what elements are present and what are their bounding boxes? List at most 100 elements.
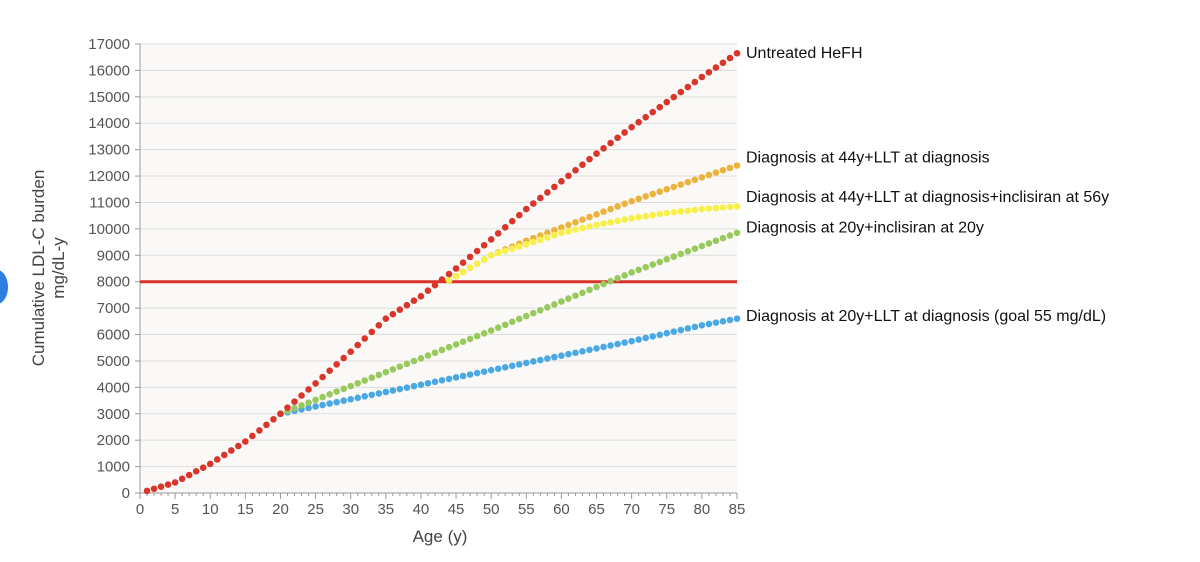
data-point — [579, 289, 586, 297]
data-point — [249, 432, 256, 440]
x-tick-label: 35 — [377, 501, 394, 518]
data-point — [726, 203, 734, 211]
data-point — [522, 240, 530, 248]
y-tick-label: 0 — [122, 485, 130, 502]
data-point — [733, 229, 741, 237]
data-point — [600, 145, 607, 152]
data-point — [171, 479, 179, 486]
data-point — [312, 380, 319, 387]
data-point — [565, 295, 572, 302]
data-point — [466, 253, 474, 261]
data-point — [396, 306, 404, 314]
series-5 — [277, 315, 741, 418]
data-point — [572, 166, 579, 174]
data-point — [628, 197, 635, 205]
data-point — [607, 218, 614, 226]
data-point — [494, 324, 502, 331]
data-point — [670, 183, 678, 191]
data-point — [480, 241, 488, 249]
data-point — [361, 377, 369, 384]
data-point — [305, 399, 312, 406]
data-point — [530, 238, 537, 246]
data-point — [319, 393, 326, 401]
data-point — [579, 224, 586, 232]
data-point — [347, 395, 355, 403]
data-point — [712, 64, 720, 71]
data-point — [565, 227, 572, 235]
data-point — [368, 374, 376, 382]
axes — [135, 43, 738, 499]
data-point — [537, 236, 544, 244]
data-point — [515, 211, 523, 219]
data-point — [600, 220, 607, 227]
data-point — [445, 270, 453, 278]
x-tick-label: 40 — [413, 501, 430, 518]
data-point — [508, 362, 516, 370]
data-point — [691, 245, 699, 252]
data-point — [403, 301, 411, 309]
data-point — [614, 203, 621, 210]
data-point — [607, 342, 614, 349]
series-label: Diagnosis at 20y+LLT at diagnosis (goal … — [746, 308, 1106, 325]
partial-blue-marker — [0, 270, 8, 304]
y-tick-label: 5000 — [97, 353, 130, 370]
data-point — [621, 339, 628, 346]
data-point — [508, 318, 516, 326]
data-point — [544, 234, 551, 241]
data-point — [515, 361, 523, 368]
data-point — [452, 341, 460, 348]
y-tick-label: 2000 — [97, 432, 130, 449]
data-point — [417, 292, 425, 300]
data-point — [480, 330, 488, 337]
data-point — [544, 304, 551, 311]
data-point — [621, 200, 628, 208]
data-point — [192, 468, 200, 475]
data-point — [677, 208, 685, 215]
data-point — [537, 306, 544, 314]
data-point — [515, 315, 523, 323]
data-point — [614, 274, 621, 282]
data-point — [733, 315, 741, 322]
data-point — [600, 208, 607, 216]
data-point — [438, 377, 446, 384]
data-point — [501, 224, 509, 231]
data-point — [642, 113, 649, 121]
data-point — [452, 374, 460, 381]
data-point — [663, 329, 671, 337]
data-point — [656, 331, 664, 339]
data-point — [558, 352, 565, 359]
data-point — [354, 379, 362, 387]
data-point — [417, 355, 425, 362]
data-point — [684, 83, 692, 91]
data-point — [452, 265, 460, 272]
series-1 — [143, 49, 741, 495]
gridlines — [140, 43, 737, 494]
data-point — [691, 206, 699, 214]
data-point — [459, 259, 467, 266]
data-point — [719, 204, 727, 211]
data-point — [621, 216, 628, 223]
data-point — [558, 298, 565, 305]
data-point — [677, 88, 685, 96]
data-point — [494, 249, 502, 257]
y-tick-label: 7000 — [97, 300, 130, 317]
data-point — [375, 371, 383, 379]
data-point — [712, 319, 720, 326]
x-axis-title: Age (y) — [413, 527, 468, 546]
data-point — [712, 169, 720, 176]
data-point — [698, 321, 706, 329]
data-point — [333, 398, 340, 406]
data-point — [501, 247, 509, 255]
data-point — [551, 183, 558, 191]
data-point — [410, 382, 418, 390]
data-point — [593, 150, 600, 157]
data-point — [579, 161, 586, 168]
data-point — [670, 253, 678, 260]
data-point — [635, 195, 642, 203]
data-point — [396, 363, 404, 370]
data-point — [719, 59, 727, 67]
data-point — [663, 209, 671, 217]
data-point — [452, 272, 460, 280]
data-point — [431, 281, 439, 289]
data-point — [670, 208, 678, 216]
